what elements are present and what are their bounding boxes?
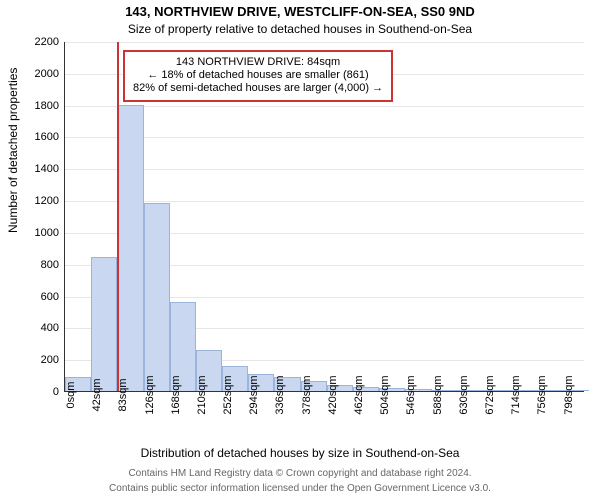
y-tick: 1200 — [35, 195, 59, 207]
x-tick: 714sqm — [510, 375, 522, 414]
page-subtitle: Size of property relative to detached ho… — [0, 22, 600, 36]
histogram-bar — [117, 105, 143, 391]
x-tick: 798sqm — [563, 375, 575, 414]
x-tick: 546sqm — [405, 375, 417, 414]
page-title: 143, NORTHVIEW DRIVE, WESTCLIFF-ON-SEA, … — [0, 4, 600, 19]
histogram-chart: 0200400600800100012001400160018002000220… — [64, 42, 584, 392]
histogram-bar — [144, 203, 170, 391]
x-tick: 756sqm — [536, 375, 548, 414]
x-tick: 168sqm — [170, 375, 182, 414]
y-tick: 400 — [41, 322, 59, 334]
histogram-bar — [91, 257, 117, 391]
y-axis-label: Number of detached properties — [6, 68, 20, 233]
y-tick: 1600 — [35, 131, 59, 143]
x-tick: 126sqm — [144, 375, 156, 414]
footnote-2: Contains public sector information licen… — [0, 483, 600, 494]
y-tick: 200 — [41, 354, 59, 366]
x-tick: 420sqm — [327, 375, 339, 414]
x-tick: 672sqm — [484, 375, 496, 414]
x-tick: 462sqm — [353, 375, 365, 414]
x-tick: 252sqm — [222, 375, 234, 414]
x-tick: 504sqm — [379, 375, 391, 414]
y-tick: 1000 — [35, 227, 59, 239]
y-tick: 1400 — [35, 163, 59, 175]
x-tick: 588sqm — [432, 375, 444, 414]
y-tick: 2200 — [35, 36, 59, 48]
gridline — [65, 42, 584, 43]
x-tick: 0sqm — [65, 382, 77, 409]
annotation-line: 82% of semi-detached houses are larger (… — [133, 82, 383, 95]
property-annotation: 143 NORTHVIEW DRIVE: 84sqm← 18% of detac… — [123, 50, 393, 102]
y-tick: 0 — [53, 386, 59, 398]
x-tick: 42sqm — [91, 378, 103, 411]
x-tick: 630sqm — [458, 375, 470, 414]
y-tick: 1800 — [35, 100, 59, 112]
y-tick: 2000 — [35, 68, 59, 80]
y-tick: 800 — [41, 259, 59, 271]
x-tick: 294sqm — [248, 375, 260, 414]
x-axis-label: Distribution of detached houses by size … — [0, 446, 600, 460]
footnote-1: Contains HM Land Registry data © Crown c… — [0, 468, 600, 479]
x-tick: 378sqm — [301, 375, 313, 414]
annotation-line: ← 18% of detached houses are smaller (86… — [133, 69, 383, 82]
x-tick: 336sqm — [274, 375, 286, 414]
annotation-line: 143 NORTHVIEW DRIVE: 84sqm — [133, 56, 383, 69]
x-tick: 210sqm — [196, 375, 208, 414]
property-marker-line — [117, 42, 119, 391]
y-tick: 600 — [41, 291, 59, 303]
